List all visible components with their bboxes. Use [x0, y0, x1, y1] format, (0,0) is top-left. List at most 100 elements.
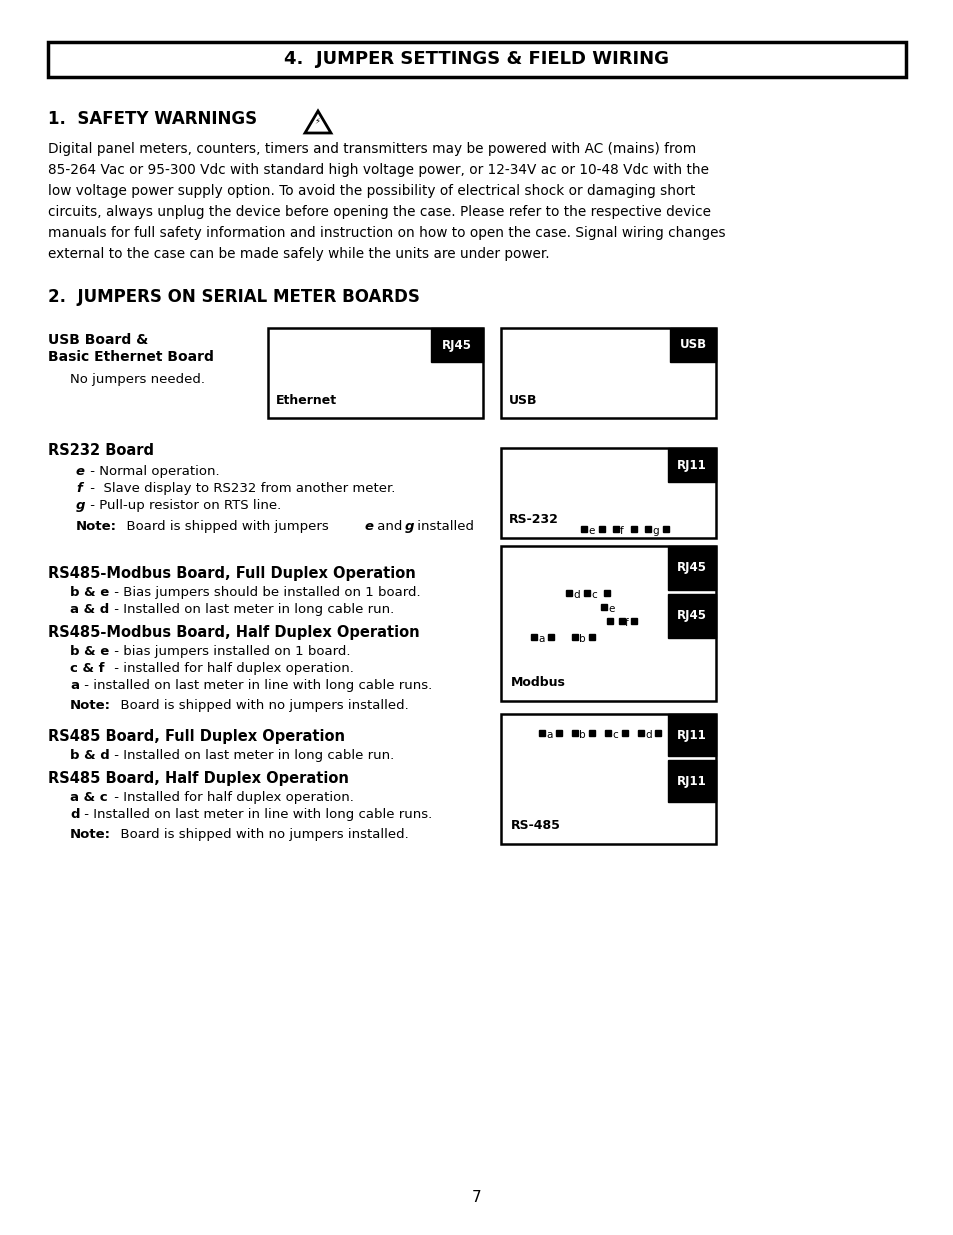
Bar	[598, 526, 604, 532]
Bar	[667, 448, 716, 482]
Text: f: f	[624, 618, 628, 629]
Bar	[531, 634, 537, 640]
Text: g: g	[405, 520, 414, 534]
Text: - Bias jumpers should be installed on 1 board.: - Bias jumpers should be installed on 1 …	[110, 585, 420, 599]
Text: RJ11: RJ11	[677, 458, 706, 472]
Text: Board is shipped with jumpers: Board is shipped with jumpers	[118, 520, 333, 534]
Bar	[669, 329, 716, 362]
Bar	[667, 594, 716, 638]
Text: RS485-Modbus Board, Full Duplex Operation: RS485-Modbus Board, Full Duplex Operatio…	[48, 566, 416, 580]
Bar	[572, 730, 578, 736]
Text: - installed for half duplex operation.: - installed for half duplex operation.	[110, 662, 354, 676]
Text: - Installed on last meter in line with long cable runs.: - Installed on last meter in line with l…	[80, 808, 432, 821]
Text: Board is shipped with no jumpers installed.: Board is shipped with no jumpers install…	[112, 699, 408, 713]
Bar	[48, 42, 905, 77]
Bar	[547, 634, 554, 640]
Text: a: a	[537, 634, 544, 643]
Text: d: d	[644, 730, 651, 740]
Bar	[644, 526, 650, 532]
Text: Note:: Note:	[70, 699, 111, 713]
Bar	[662, 526, 668, 532]
Bar	[431, 329, 482, 362]
Text: RS-232: RS-232	[509, 513, 558, 526]
Bar	[618, 618, 624, 624]
Text: c: c	[590, 590, 597, 600]
Bar	[580, 526, 586, 532]
Text: 1.  SAFETY WARNINGS: 1. SAFETY WARNINGS	[48, 110, 257, 128]
Text: - bias jumpers installed on 1 board.: - bias jumpers installed on 1 board.	[110, 645, 350, 658]
Bar	[556, 730, 561, 736]
Text: and: and	[373, 520, 406, 534]
Text: RJ45: RJ45	[677, 610, 706, 622]
Text: - Installed on last meter in long cable run.: - Installed on last meter in long cable …	[110, 603, 394, 616]
Text: USB Board &: USB Board &	[48, 333, 148, 347]
Text: RS485 Board, Full Duplex Operation: RS485 Board, Full Duplex Operation	[48, 729, 345, 743]
Text: a: a	[545, 730, 552, 740]
Text: RS-485: RS-485	[511, 819, 560, 832]
Bar	[621, 730, 627, 736]
Text: - Pull-up resistor on RTS line.: - Pull-up resistor on RTS line.	[86, 499, 281, 513]
Text: g: g	[76, 499, 86, 513]
Text: e: e	[607, 604, 614, 614]
Bar	[613, 526, 618, 532]
Text: USB: USB	[509, 394, 537, 408]
Text: RJ11: RJ11	[677, 729, 706, 741]
Bar	[655, 730, 660, 736]
Text: 2.  JUMPERS ON SERIAL METER BOARDS: 2. JUMPERS ON SERIAL METER BOARDS	[48, 288, 419, 306]
Bar	[667, 760, 716, 802]
Text: Board is shipped with no jumpers installed.: Board is shipped with no jumpers install…	[112, 827, 408, 841]
Text: d: d	[573, 590, 579, 600]
Bar	[588, 730, 595, 736]
Text: RS232 Board: RS232 Board	[48, 443, 153, 458]
Bar	[604, 730, 610, 736]
Bar	[565, 590, 572, 597]
Text: Ethernet: Ethernet	[275, 394, 336, 408]
Bar	[600, 604, 606, 610]
Text: f: f	[76, 482, 82, 495]
Text: -  Slave display to RS232 from another meter.: - Slave display to RS232 from another me…	[86, 482, 395, 495]
Text: a & c: a & c	[70, 790, 108, 804]
Text: 7: 7	[472, 1189, 481, 1204]
Bar	[667, 714, 716, 756]
Text: f: f	[619, 526, 623, 536]
Text: b & e: b & e	[70, 585, 110, 599]
Bar	[500, 546, 716, 701]
Bar	[667, 546, 716, 590]
Text: - Normal operation.: - Normal operation.	[86, 466, 219, 478]
Text: ⚡: ⚡	[314, 116, 319, 125]
Bar	[538, 730, 544, 736]
Text: manuals for full safety information and instruction on how to open the case. Sig: manuals for full safety information and …	[48, 226, 725, 240]
Text: e: e	[365, 520, 374, 534]
Text: RJ11: RJ11	[677, 774, 706, 788]
Text: Note:: Note:	[76, 520, 117, 534]
Bar	[500, 448, 716, 538]
Text: a: a	[70, 679, 79, 692]
Bar	[500, 714, 716, 844]
Bar	[588, 634, 595, 640]
Text: RJ45: RJ45	[441, 338, 472, 352]
Text: low voltage power supply option. To avoid the possibility of electrical shock or: low voltage power supply option. To avoi…	[48, 184, 695, 198]
Text: c & f: c & f	[70, 662, 105, 676]
Text: Note:: Note:	[70, 827, 111, 841]
Text: RS485 Board, Half Duplex Operation: RS485 Board, Half Duplex Operation	[48, 771, 349, 785]
Text: installed: installed	[413, 520, 474, 534]
Text: g: g	[651, 526, 658, 536]
Text: - Installed for half duplex operation.: - Installed for half duplex operation.	[110, 790, 354, 804]
Bar	[583, 590, 589, 597]
Bar	[630, 526, 637, 532]
Text: - installed on last meter in line with long cable runs.: - installed on last meter in line with l…	[80, 679, 432, 692]
Text: e: e	[76, 466, 85, 478]
Text: Modbus: Modbus	[511, 676, 565, 689]
Text: RJ45: RJ45	[677, 562, 706, 574]
Bar	[572, 634, 578, 640]
Text: external to the case can be made safely while the units are under power.: external to the case can be made safely …	[48, 247, 549, 261]
Text: b: b	[578, 730, 585, 740]
Text: c: c	[612, 730, 618, 740]
Text: circuits, always unplug the device before opening the case. Please refer to the : circuits, always unplug the device befor…	[48, 205, 710, 219]
Bar	[603, 590, 609, 597]
Text: e: e	[587, 526, 594, 536]
Bar	[630, 618, 637, 624]
Text: Digital panel meters, counters, timers and transmitters may be powered with AC (: Digital panel meters, counters, timers a…	[48, 142, 696, 156]
Bar	[638, 730, 643, 736]
Text: b & e: b & e	[70, 645, 110, 658]
